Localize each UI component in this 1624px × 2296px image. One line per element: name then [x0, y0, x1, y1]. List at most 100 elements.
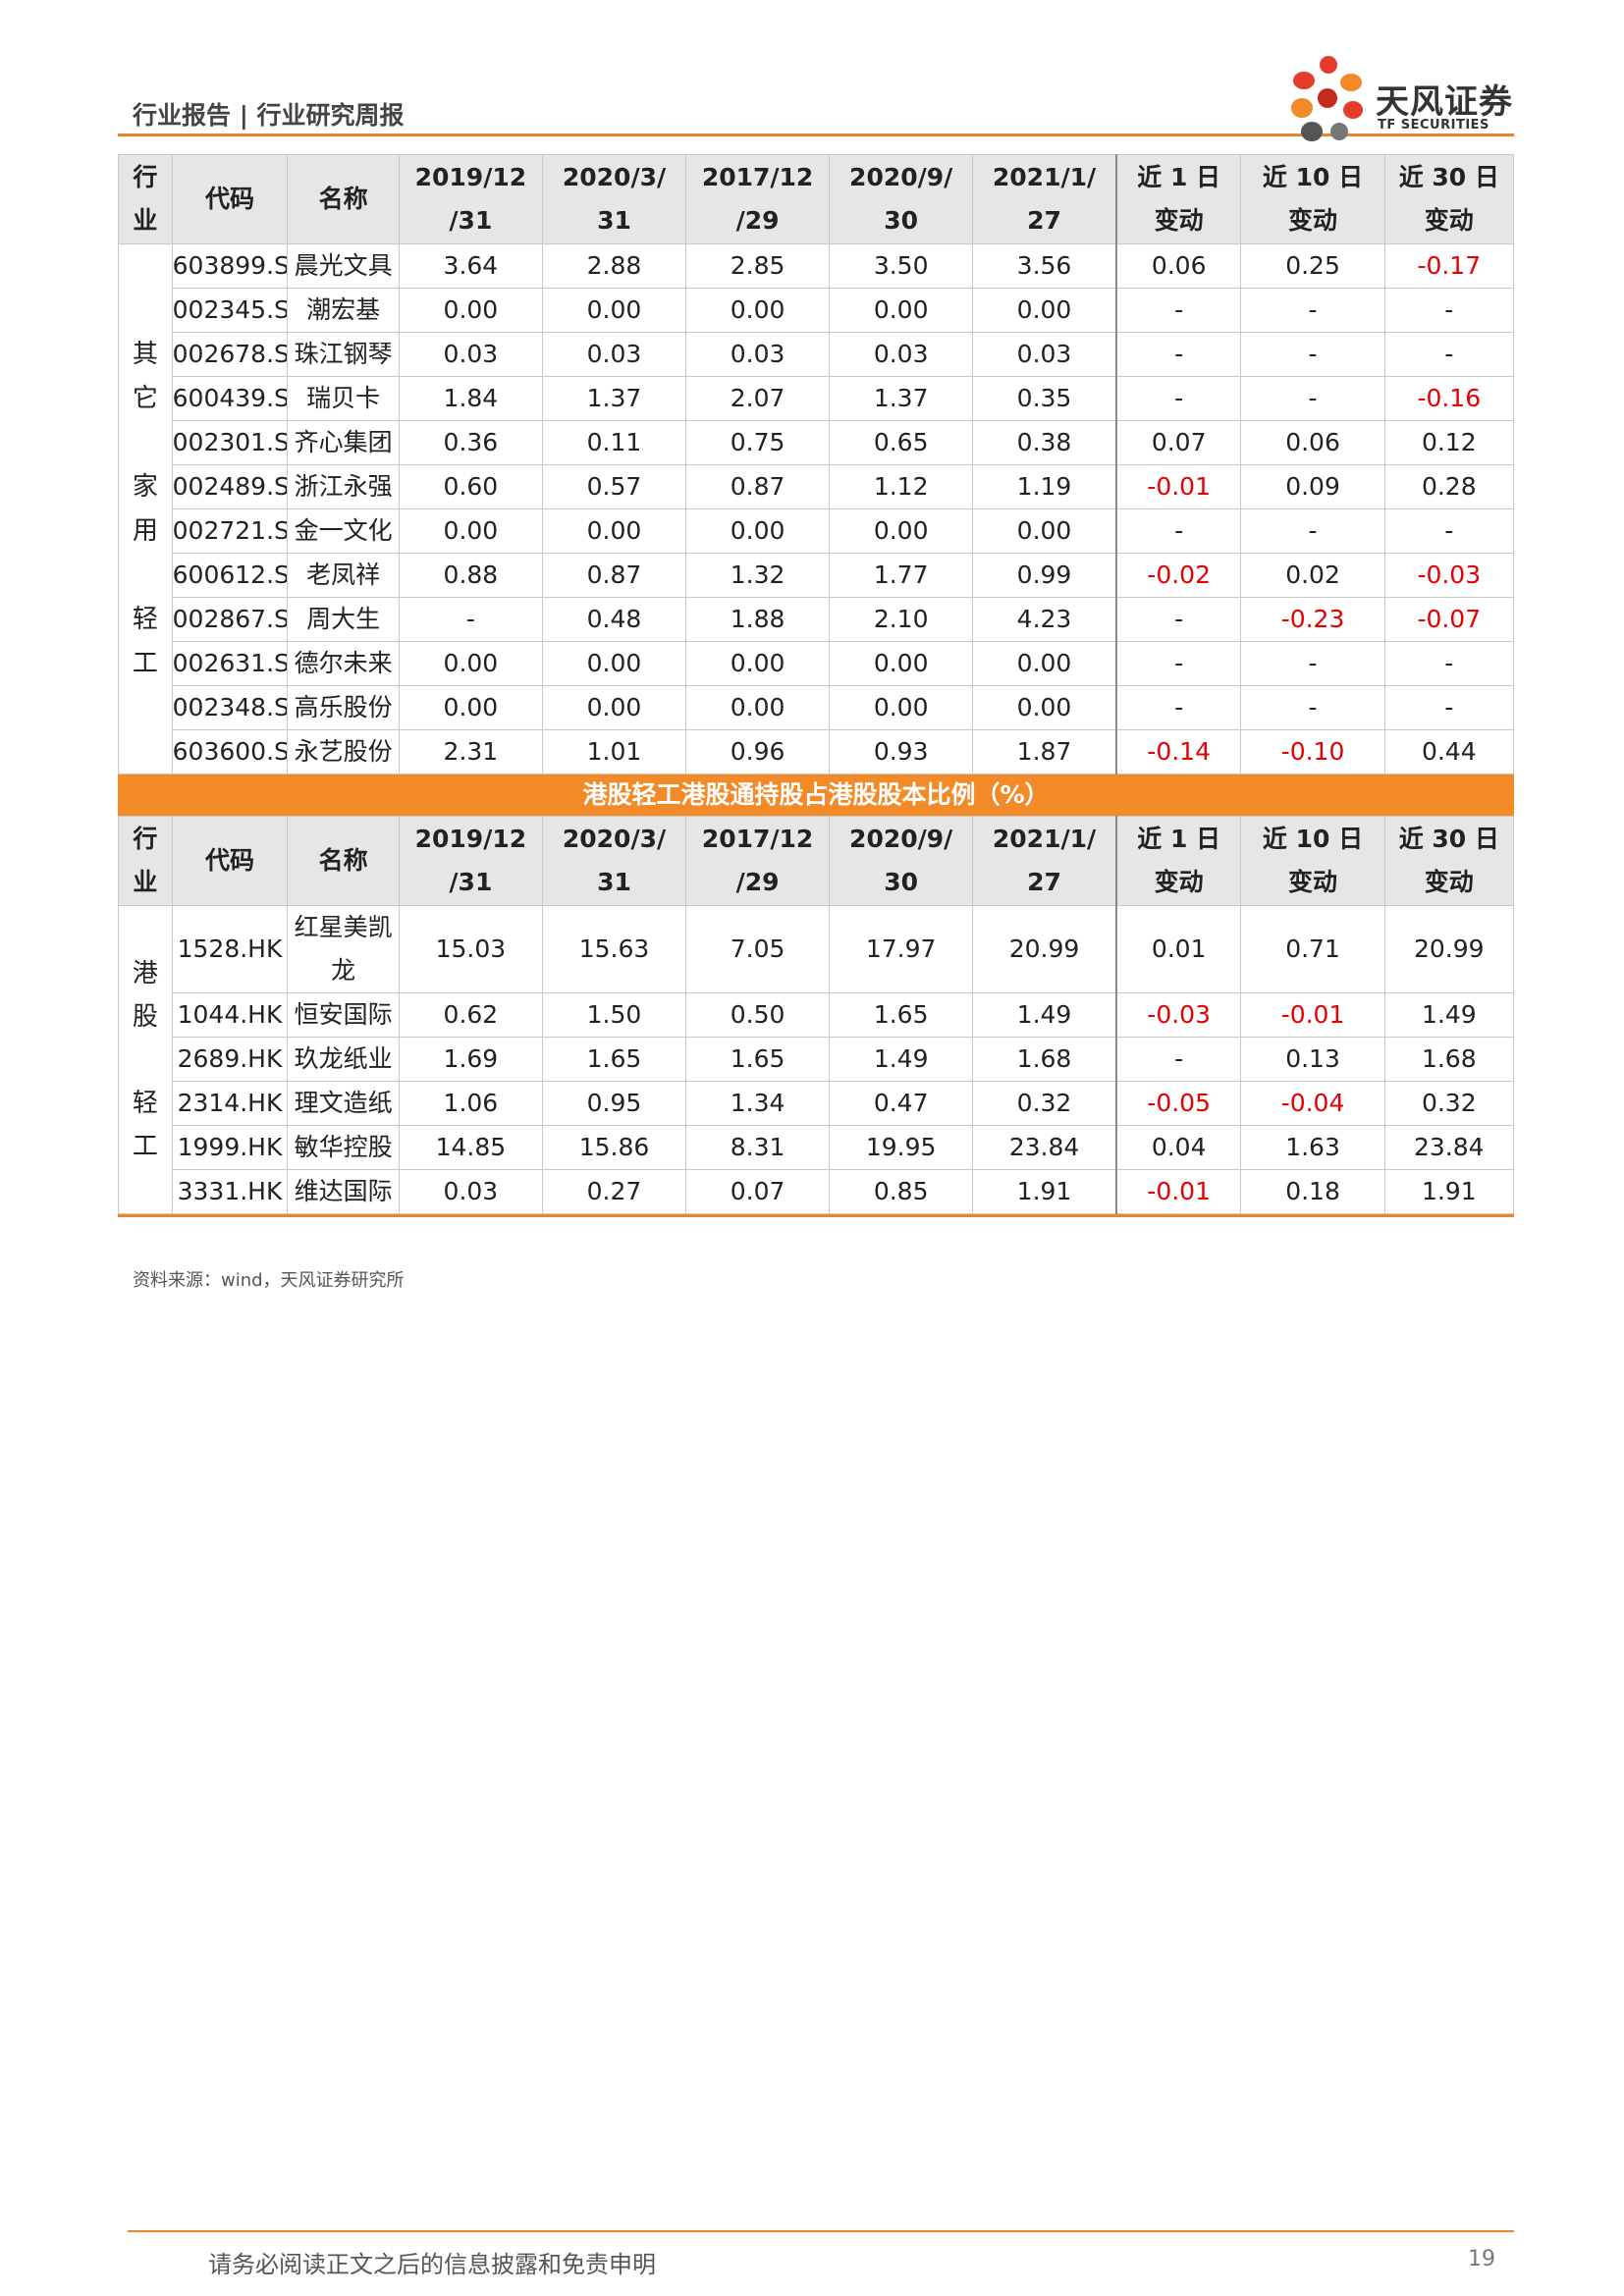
value-cell: -0.07: [1383, 597, 1515, 642]
column-header: 名称: [287, 154, 400, 244]
value-cell: 0.00: [685, 508, 831, 554]
stock-code-cell: 603899.SH: [171, 243, 289, 289]
column-header-line: 2020/3/: [562, 163, 667, 191]
value-cell: 0.00: [972, 508, 1117, 554]
stock-code-cell: 002301.SZ: [171, 420, 289, 465]
stock-code-cell: 002345.SZ: [171, 288, 289, 333]
value-cell: 8.31: [685, 1125, 831, 1170]
value-cell: 3.56: [972, 243, 1117, 289]
column-header-line: 名称: [318, 185, 368, 213]
column-header-line: 2019/12: [414, 163, 527, 191]
value-cell: -: [1383, 641, 1515, 686]
value-cell: 2.88: [541, 243, 687, 289]
stock-name-cell: 维达国际: [287, 1169, 400, 1214]
value-cell: 1.65: [685, 1037, 831, 1082]
stock-name-cell: 永艺股份: [287, 729, 400, 774]
logo-chinese-name: 天风证券: [1376, 82, 1513, 122]
stock-name-cell: 德尔未来: [287, 641, 400, 686]
value-cell: 0.35: [972, 376, 1117, 421]
value-cell: 1.37: [541, 376, 687, 421]
column-header-line: 27: [1027, 868, 1061, 896]
value-cell: 0.27: [541, 1169, 687, 1214]
value-cell: 0.87: [685, 464, 831, 509]
stock-code-cell: 1044.HK: [171, 992, 289, 1038]
value-cell: -: [1383, 288, 1515, 333]
value-cell: 1.69: [398, 1037, 543, 1082]
value-cell: 0.00: [541, 508, 687, 554]
column-header-line: 行: [133, 825, 158, 853]
column-header-line: 业: [133, 868, 158, 896]
value-cell: 1.50: [541, 992, 687, 1038]
value-cell: 0.09: [1240, 464, 1385, 509]
stock-name-cell: 红星美凯龙: [287, 905, 400, 993]
table-row: 1999.HK 敏华控股 14.85 15.86 8.31 19.95 23.84 0.04 1…: [119, 1125, 1515, 1170]
value-cell: 0.36: [398, 420, 543, 465]
value-cell: 1.34: [685, 1081, 831, 1126]
value-cell: -0.17: [1383, 243, 1515, 289]
industry-gap: [119, 554, 171, 598]
value-cell: 1.06: [398, 1081, 543, 1126]
column-header-line: 31: [597, 206, 631, 235]
column-header-line: /29: [735, 206, 780, 235]
value-cell: 1.65: [541, 1037, 687, 1082]
column-header-line: 代码: [204, 185, 254, 213]
industry-char: 轻: [132, 604, 158, 634]
page-number: 19: [1468, 2247, 1495, 2271]
stock-name-cell: 齐心集团: [287, 420, 400, 465]
stock-code-cell: 600612.SH: [171, 553, 289, 598]
column-header: 2017/12/29: [685, 816, 831, 906]
value-cell: 0.03: [541, 332, 687, 377]
column-header: 2020/9/30: [829, 154, 974, 244]
value-cell: 3.50: [829, 243, 974, 289]
value-cell: 0.00: [829, 685, 974, 730]
stock-code-cell: 002631.SZ: [171, 641, 289, 686]
value-cell: 1.88: [685, 597, 831, 642]
column-header: 近 30 日变动: [1383, 816, 1515, 906]
industry-char: 其: [132, 339, 158, 369]
value-cell: -0.02: [1114, 553, 1242, 598]
value-cell: -: [1240, 288, 1385, 333]
stock-code-cell: 2314.HK: [171, 1081, 289, 1126]
column-header-line: 近 30 日: [1398, 825, 1499, 853]
value-cell: -: [1114, 685, 1242, 730]
value-cell: 1.65: [829, 992, 974, 1038]
value-cell: 0.87: [541, 553, 687, 598]
table-row: 1044.HK 恒安国际 0.62 1.50 0.50 1.65 1.49 -0.03 -0.0…: [119, 992, 1515, 1038]
table-row: 002348.SZ高乐股份0.000.000.000.000.00---: [119, 685, 1515, 730]
stock-name-cell: 晨光文具: [287, 243, 400, 289]
value-cell: 17.97: [829, 905, 974, 993]
value-cell: 0.07: [685, 1169, 831, 1214]
value-cell: 0.06: [1240, 420, 1385, 465]
value-cell: 1.49: [829, 1037, 974, 1082]
value-cell: 1.49: [1383, 992, 1515, 1038]
value-cell: -: [1114, 376, 1242, 421]
table-row: 002489.SZ浙江永强0.600.570.871.121.19-0.010.…: [119, 464, 1515, 509]
value-cell: 0.00: [829, 641, 974, 686]
value-cell: -: [1240, 685, 1385, 730]
stock-code-cell: 1999.HK: [171, 1125, 289, 1170]
stock-name-cell: 理文造纸: [287, 1081, 400, 1126]
value-cell: 0.60: [398, 464, 543, 509]
stock-name-cell: 恒安国际: [287, 992, 400, 1038]
industry-cell: 港股轻工: [118, 905, 173, 1214]
value-cell: 0.75: [685, 420, 831, 465]
industry-char: 轻: [132, 1088, 158, 1118]
industry-char: 家: [132, 471, 158, 502]
value-cell: -0.16: [1383, 376, 1515, 421]
value-cell: 0.32: [972, 1081, 1117, 1126]
value-cell: -: [398, 597, 543, 642]
value-cell: 0.06: [1114, 243, 1242, 289]
column-header-line: 变动: [1154, 206, 1204, 235]
stock-name-cell: 敏华控股: [287, 1125, 400, 1170]
value-cell: 23.84: [1383, 1125, 1515, 1170]
value-cell: 0.04: [1114, 1125, 1242, 1170]
value-cell: 0.44: [1383, 729, 1515, 774]
column-header-line: 近 10 日: [1262, 825, 1364, 853]
table-row: 2689.HK 玖龙纸业 1.69 1.65 1.65 1.49 1.68-0.13 1.68: [119, 1037, 1515, 1082]
column-header-line: 31: [597, 868, 631, 896]
industry-char: 工: [132, 1131, 158, 1161]
value-cell: 3.64: [398, 243, 543, 289]
value-cell: 0.57: [541, 464, 687, 509]
table-row: 3331.HK 维达国际 0.03 0.27 0.07 0.85 1.91 -0.01 0.18…: [119, 1169, 1515, 1214]
value-cell: 0.01: [1114, 905, 1242, 993]
